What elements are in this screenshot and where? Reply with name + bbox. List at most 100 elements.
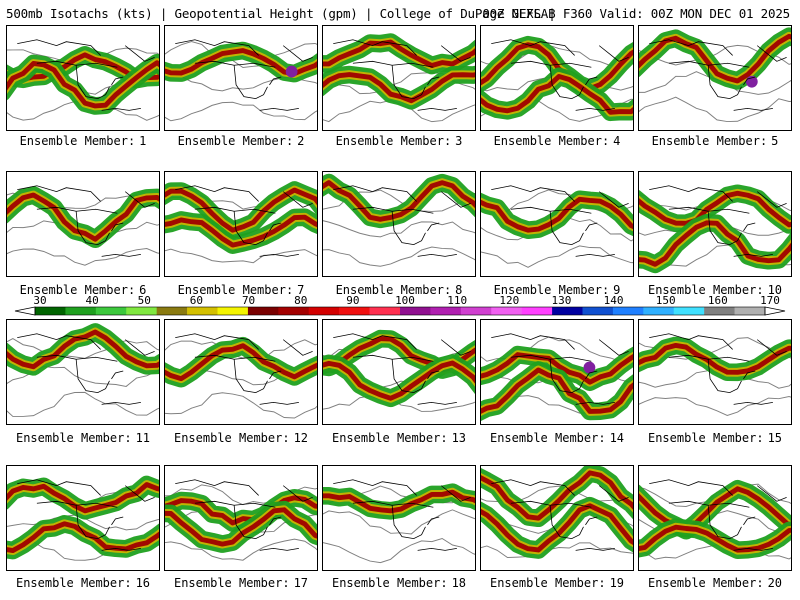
coastline bbox=[417, 254, 457, 257]
coastline bbox=[510, 500, 592, 508]
colorbar-tick-label: 80 bbox=[294, 294, 307, 307]
colorbar-tick-label: 70 bbox=[242, 294, 255, 307]
member-number: 18 bbox=[451, 576, 467, 590]
coastline bbox=[175, 39, 259, 56]
coastline bbox=[575, 548, 615, 551]
coastline bbox=[111, 516, 124, 526]
coastline bbox=[440, 485, 471, 502]
coastline bbox=[575, 254, 615, 257]
jet-band-core bbox=[481, 503, 633, 553]
coastline bbox=[175, 333, 259, 350]
header-valid-time: 00Z GEFS | F360 Valid: 00Z MON DEC 01 20… bbox=[482, 6, 790, 21]
coastline bbox=[756, 485, 787, 502]
member-number: 1 bbox=[139, 134, 147, 148]
ensemble-member-caption: Ensemble Member: 5 bbox=[636, 134, 794, 148]
ensemble-member-panel bbox=[638, 465, 792, 571]
member-number: 6 bbox=[139, 283, 147, 297]
coastline bbox=[598, 485, 629, 502]
coastline bbox=[707, 505, 742, 540]
coastline bbox=[111, 76, 124, 86]
colorbar-swatch bbox=[65, 307, 97, 315]
colorbar-tick-label: 100 bbox=[395, 294, 415, 307]
coastline bbox=[333, 333, 417, 350]
colorbar-swatch bbox=[582, 307, 614, 315]
colorbar-tick-label: 50 bbox=[138, 294, 151, 307]
coastline bbox=[233, 505, 268, 540]
jet-band-core bbox=[481, 367, 633, 414]
colorbar-tick-label: 170 bbox=[760, 294, 780, 307]
caption-prefix: Ensemble Member: bbox=[647, 576, 764, 590]
ensemble-member-caption: Ensemble Member: 13 bbox=[320, 431, 478, 445]
coastline bbox=[124, 339, 155, 356]
caption-prefix: Ensemble Member: bbox=[15, 431, 132, 445]
coastline bbox=[259, 108, 299, 111]
jet-band-core bbox=[481, 470, 633, 521]
coastline bbox=[733, 108, 773, 111]
jet-band-core bbox=[639, 33, 791, 84]
member-number: 7 bbox=[297, 283, 305, 297]
ensemble-member-panel bbox=[638, 25, 792, 131]
ensemble-member-panel bbox=[322, 25, 476, 131]
ensemble-map bbox=[639, 333, 791, 416]
coastline bbox=[417, 108, 457, 111]
coastline bbox=[649, 333, 733, 350]
coastline bbox=[101, 402, 141, 405]
coastline bbox=[111, 222, 124, 232]
jet-band-core bbox=[323, 180, 475, 222]
member-number: 10 bbox=[767, 283, 783, 297]
caption-prefix: Ensemble Member: bbox=[173, 576, 290, 590]
coastline bbox=[585, 370, 598, 380]
ensemble-member-caption: Ensemble Member: 11 bbox=[4, 431, 162, 445]
ensemble-map bbox=[481, 466, 633, 559]
coastline bbox=[282, 45, 313, 62]
height-contour bbox=[481, 542, 633, 559]
colorbar-swatch bbox=[187, 307, 218, 315]
member-number: 14 bbox=[609, 431, 625, 445]
jet-band-core bbox=[165, 48, 317, 77]
caption-prefix: Ensemble Member: bbox=[651, 134, 768, 148]
coastline bbox=[427, 76, 440, 86]
caption-prefix: Ensemble Member: bbox=[335, 134, 452, 148]
member-number: 2 bbox=[297, 134, 305, 148]
ensemble-map bbox=[481, 35, 633, 122]
coastline bbox=[259, 402, 299, 405]
coastline bbox=[269, 516, 282, 526]
coastline bbox=[575, 108, 615, 111]
ensemble-member-caption: Ensemble Member: 8 bbox=[320, 283, 478, 297]
jet-band-core bbox=[7, 192, 159, 242]
coastline bbox=[491, 479, 575, 496]
coastline bbox=[75, 505, 110, 540]
jet-band-core bbox=[7, 521, 159, 554]
colorbar-tick-label: 110 bbox=[447, 294, 467, 307]
coastline bbox=[17, 333, 101, 350]
jet-maximum bbox=[285, 65, 298, 78]
coastline bbox=[124, 485, 155, 502]
ensemble-member-panel bbox=[164, 25, 318, 131]
coastline bbox=[233, 359, 268, 394]
member-number: 3 bbox=[455, 134, 463, 148]
colorbar-swatch bbox=[126, 307, 157, 315]
caption-prefix: Ensemble Member: bbox=[173, 431, 290, 445]
coastline bbox=[282, 339, 313, 356]
jet-band-core bbox=[481, 352, 633, 385]
ensemble-member-panel bbox=[164, 171, 318, 277]
map-header: 500mb Isotachs (kts) | Geopotential Heig… bbox=[6, 6, 796, 22]
jet-band-core bbox=[7, 60, 159, 109]
coastline bbox=[101, 548, 141, 551]
coastline bbox=[756, 339, 787, 356]
member-number: 11 bbox=[135, 431, 151, 445]
height-contour bbox=[165, 392, 317, 419]
coastline bbox=[259, 254, 299, 257]
colorbar-swatch bbox=[612, 307, 644, 315]
ensemble-member-caption: Ensemble Member: 17 bbox=[162, 576, 320, 590]
caption-prefix: Ensemble Member: bbox=[335, 283, 452, 297]
ensemble-member-panel bbox=[638, 319, 792, 425]
coastline bbox=[333, 185, 417, 202]
ensemble-member-panel bbox=[480, 25, 634, 131]
coastline bbox=[36, 354, 118, 362]
coastline bbox=[333, 39, 417, 56]
coastline bbox=[352, 500, 434, 508]
ensemble-map bbox=[165, 181, 317, 264]
coastline bbox=[743, 222, 756, 232]
height-contour bbox=[481, 245, 633, 268]
